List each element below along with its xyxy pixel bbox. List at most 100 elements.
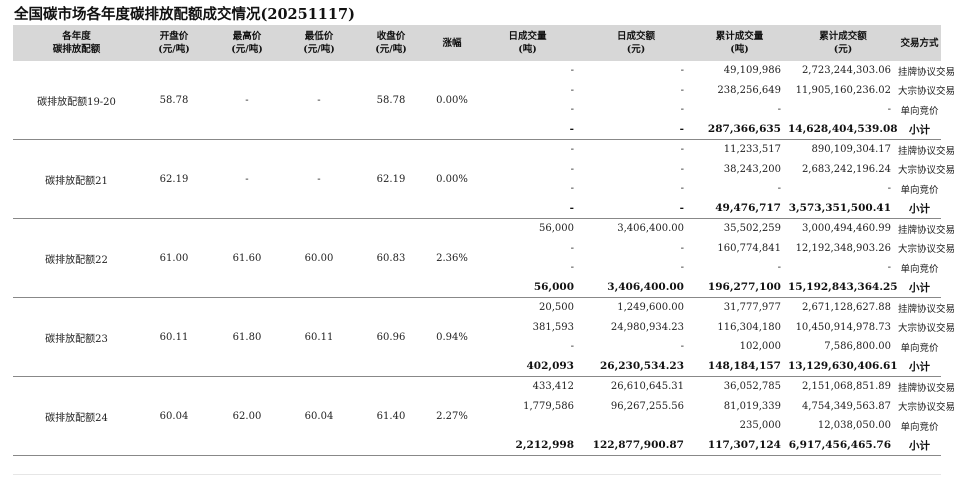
header-change: 涨幅: [430, 25, 474, 61]
open-price-cell: 61.00: [140, 218, 208, 298]
trade-mode-cell: 挂牌协议交易: [898, 145, 956, 157]
cum-amount-cell: 10,450,914,978.73: [795, 321, 891, 333]
change-cell: 0.94%: [430, 297, 474, 377]
trade-mode-cell: 大宗协议交易: [898, 165, 956, 177]
trade-mode-cell: 单向竞价: [900, 105, 939, 117]
header-day-volume: 日成交量 (吨): [474, 25, 581, 61]
day-volume-cell: -: [570, 242, 574, 254]
table-row: 碳排放配额22 61.00 61.60 60.00 60.83 2.36% 56,000 3,…: [13, 218, 956, 298]
subtotal-row: - -49,476,717 3,573,351,500.41 小计: [13, 198, 941, 219]
high-price-cell: -: [208, 61, 286, 140]
low-price-cell: 60.11: [286, 297, 352, 377]
cum-amount-cell: 2,683,242,196.24: [801, 163, 891, 175]
open-price-cell: 60.11: [140, 297, 208, 377]
trade-mode-cell: 挂牌协议交易: [898, 224, 956, 236]
cum-volume-cell: -: [777, 183, 781, 195]
open-price-cell: 60.04: [140, 376, 208, 456]
cum-amount-cell: 12,038,050.00: [817, 420, 891, 432]
day-volume-cell: -: [570, 163, 574, 175]
day-amount-cell: 122,877,900.87: [581, 435, 691, 456]
trade-mode-cell: 单向竞价: [900, 342, 939, 354]
trade-mode-cell: 小计: [898, 198, 941, 219]
table-row: - - 102,000 7,586,800.00 单向竞价: [13, 337, 941, 357]
high-price-cell: -: [208, 139, 286, 219]
subtotal-row: - -287,366,635 14,628,404,539.08 小计: [13, 119, 941, 140]
table-row: - - 238,256,649 11,905,160,236.02 大宗协议交易: [13, 81, 955, 101]
day-volume-cell: -: [570, 341, 574, 353]
trade-mode-cell: 小计: [898, 356, 941, 377]
day-amount-cell: -: [581, 198, 691, 219]
cum-amount-cell: 3,573,351,500.41: [788, 198, 898, 219]
cum-amount-cell: -: [887, 262, 891, 274]
open-price-cell: 62.19: [140, 139, 208, 219]
day-volume-cell: -: [474, 119, 581, 140]
day-amount-cell: 1,249,600.00: [617, 302, 684, 314]
cum-volume-cell: 81,019,339: [723, 400, 781, 412]
table-row: - - - - 单向竞价: [13, 100, 941, 120]
day-volume-cell: 402,093: [474, 356, 581, 377]
day-amount-cell: [581, 416, 691, 436]
cum-volume-cell: 11,233,517: [723, 144, 781, 156]
cum-volume-cell: -: [777, 104, 781, 116]
day-amount-cell: -: [680, 341, 684, 353]
trade-mode-cell: 大宗协议交易: [898, 244, 956, 256]
table-row: 235,000 12,038,050.00 单向竞价: [13, 416, 941, 436]
header-year: 各年度 碳排放配额: [13, 25, 140, 61]
table-row: - - - - 单向竞价: [13, 258, 941, 278]
cum-amount-cell: 2,671,128,627.88: [801, 302, 891, 314]
high-price-cell: 61.80: [208, 297, 286, 377]
trade-mode-cell: 大宗协议交易: [898, 402, 956, 414]
year-cell: 碳排放配额23: [13, 297, 140, 377]
day-amount-cell: -: [680, 65, 684, 77]
cum-amount-cell: 890,109,304.17: [811, 144, 891, 156]
cum-volume-cell: -: [777, 262, 781, 274]
trade-mode-cell: 单向竞价: [900, 184, 939, 196]
header-high: 最高价 (元/吨): [208, 25, 286, 61]
cum-amount-cell: 3,000,494,460.99: [801, 223, 891, 235]
day-volume-cell: -: [570, 144, 574, 156]
cum-volume-cell: 38,243,200: [723, 163, 781, 175]
trade-mode-cell: 挂牌协议交易: [898, 66, 956, 78]
day-amount-cell: -: [680, 104, 684, 116]
subtotal-row: 402,093 26,230,534.23 148,184,157 13,129,63…: [13, 356, 941, 377]
year-cell: 碳排放配额21: [13, 139, 140, 219]
year-cell: 碳排放配额22: [13, 218, 140, 298]
cum-volume-cell: 287,366,635: [691, 119, 788, 140]
cum-amount-cell: 14,628,404,539.08: [788, 119, 898, 140]
table-row: 碳排放配额19-20 58.78- -58.78 0.00% - -49,109,986 2…: [13, 61, 956, 140]
table-row: 碳排放配额21 62.19- -62.19 0.00% - -11,233,517 890,…: [13, 139, 956, 219]
cum-volume-cell: 196,277,100: [691, 277, 788, 298]
low-price-cell: 60.00: [286, 218, 352, 298]
header-open: 开盘价 (元/吨): [140, 25, 208, 61]
day-amount-cell: 26,610,645.31: [610, 381, 684, 393]
header-cum-amount: 累计成交额 (元): [788, 25, 898, 61]
cum-amount-cell: 15,192,843,364.25: [788, 277, 898, 298]
trade-mode-cell: 小计: [898, 119, 941, 140]
close-price-cell: 60.96: [352, 297, 430, 377]
cum-volume-cell: 36,052,785: [723, 381, 781, 393]
day-volume-cell: -: [474, 198, 581, 219]
cum-volume-cell: 235,000: [739, 420, 781, 432]
day-volume-cell: [474, 416, 581, 436]
close-price-cell: 58.78: [352, 61, 430, 140]
trade-mode-cell: 小计: [898, 277, 941, 298]
header-mode: 交易方式: [898, 25, 941, 61]
day-amount-cell: 3,406,400.00: [581, 277, 691, 298]
day-volume-cell: -: [570, 262, 574, 274]
change-cell: 0.00%: [430, 61, 474, 140]
cum-volume-cell: 49,109,986: [723, 65, 781, 77]
trade-mode-cell: 小计: [898, 435, 941, 456]
trade-mode-cell: 单向竞价: [900, 263, 939, 275]
cum-volume-cell: 238,256,649: [717, 84, 781, 96]
table-body: 碳排放配额19-20 58.78- -58.78 0.00% - -49,109,986 2…: [13, 61, 956, 456]
page-title: 全国碳市场各年度碳排放配额成交情况(20251117): [14, 6, 355, 23]
day-amount-cell: -: [680, 262, 684, 274]
close-price-cell: 62.19: [352, 139, 430, 219]
cum-amount-cell: 7,586,800.00: [824, 341, 891, 353]
open-price-cell: 58.78: [140, 61, 208, 140]
subtotal-row: 56,000 3,406,400.00 196,277,100 15,192,843,…: [13, 277, 941, 298]
table-row: - - 38,243,200 2,683,242,196.24 大宗协议交易: [13, 160, 956, 180]
day-amount-cell: 96,267,255.56: [610, 400, 684, 412]
subtotal-row: 2,212,998 122,877,900.87 117,307,124 6,917,…: [13, 435, 941, 456]
low-price-cell: -: [286, 61, 352, 140]
